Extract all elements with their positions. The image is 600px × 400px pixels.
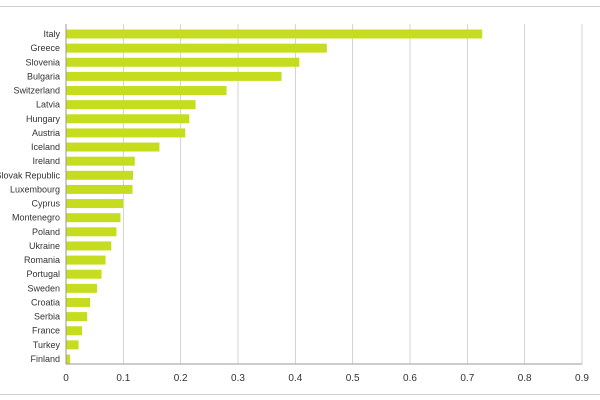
bar [66,114,190,124]
category-label: Switzerland [13,86,60,96]
x-tick-label: 0 [63,373,69,384]
bar [66,156,135,166]
x-tick-label: 0.3 [231,373,245,384]
bar [66,213,121,223]
category-label: Montenegro [12,213,60,223]
x-tick-label: 0.6 [403,373,417,384]
bar [66,199,124,209]
x-tick-label: 0.7 [460,373,474,384]
x-tick-label: 0.2 [174,373,188,384]
bar [66,227,117,237]
category-label: France [32,326,60,336]
bar [66,340,79,350]
tick-labels: 0 0.1 0.2 0.3 0.4 0.5 0.6 0.7 0.8 0.9 [63,373,589,384]
bar [66,241,112,251]
bar [66,326,83,336]
category-label: Ukraine [29,241,60,251]
category-label: Poland [32,227,60,237]
bar [66,269,102,279]
category-label: Serbia [34,312,60,322]
category-label: Sweden [27,283,60,293]
category-label: Portugal [26,269,60,279]
x-tick-label: 0.1 [116,373,130,384]
category-label: Austria [32,128,60,138]
bar [66,100,196,110]
x-tick-label: 0.9 [575,373,589,384]
bar [66,57,300,67]
bar [66,86,227,96]
category-label: Iceland [31,142,60,152]
category-label: Greece [30,43,60,53]
bottom-border [0,394,600,395]
gridlines [65,24,583,365]
category-label: Bulgaria [27,71,60,81]
bar [66,184,133,194]
bar [66,170,134,180]
top-border [0,6,600,7]
category-label: Slovak Republic [0,170,60,180]
bar [66,354,71,364]
bar [66,128,186,138]
category-labels: Italy Greece Slovenia Bulgaria Switzerland La… [0,29,60,364]
category-label: Luxembourg [10,184,60,194]
x-tick-label: 0.4 [288,373,302,384]
bar [66,71,282,81]
category-label: Cyprus [31,199,60,209]
category-label: Romania [24,255,60,265]
bars [66,29,483,364]
bar [66,29,483,39]
bar [66,312,88,322]
category-label: Ireland [32,156,60,166]
category-label: Hungary [26,114,61,124]
bar [66,142,160,152]
x-tick-label: 0.5 [346,373,360,384]
bar [66,255,106,265]
category-label: Turkey [33,340,61,350]
category-label: Finland [30,354,60,364]
category-label: Croatia [31,297,60,307]
bar [66,297,91,307]
category-label: Italy [43,29,60,39]
bar [66,283,97,293]
bar [66,43,327,53]
category-label: Latvia [36,100,60,110]
x-tick-label: 0.8 [518,373,532,384]
category-label: Slovenia [25,57,60,67]
